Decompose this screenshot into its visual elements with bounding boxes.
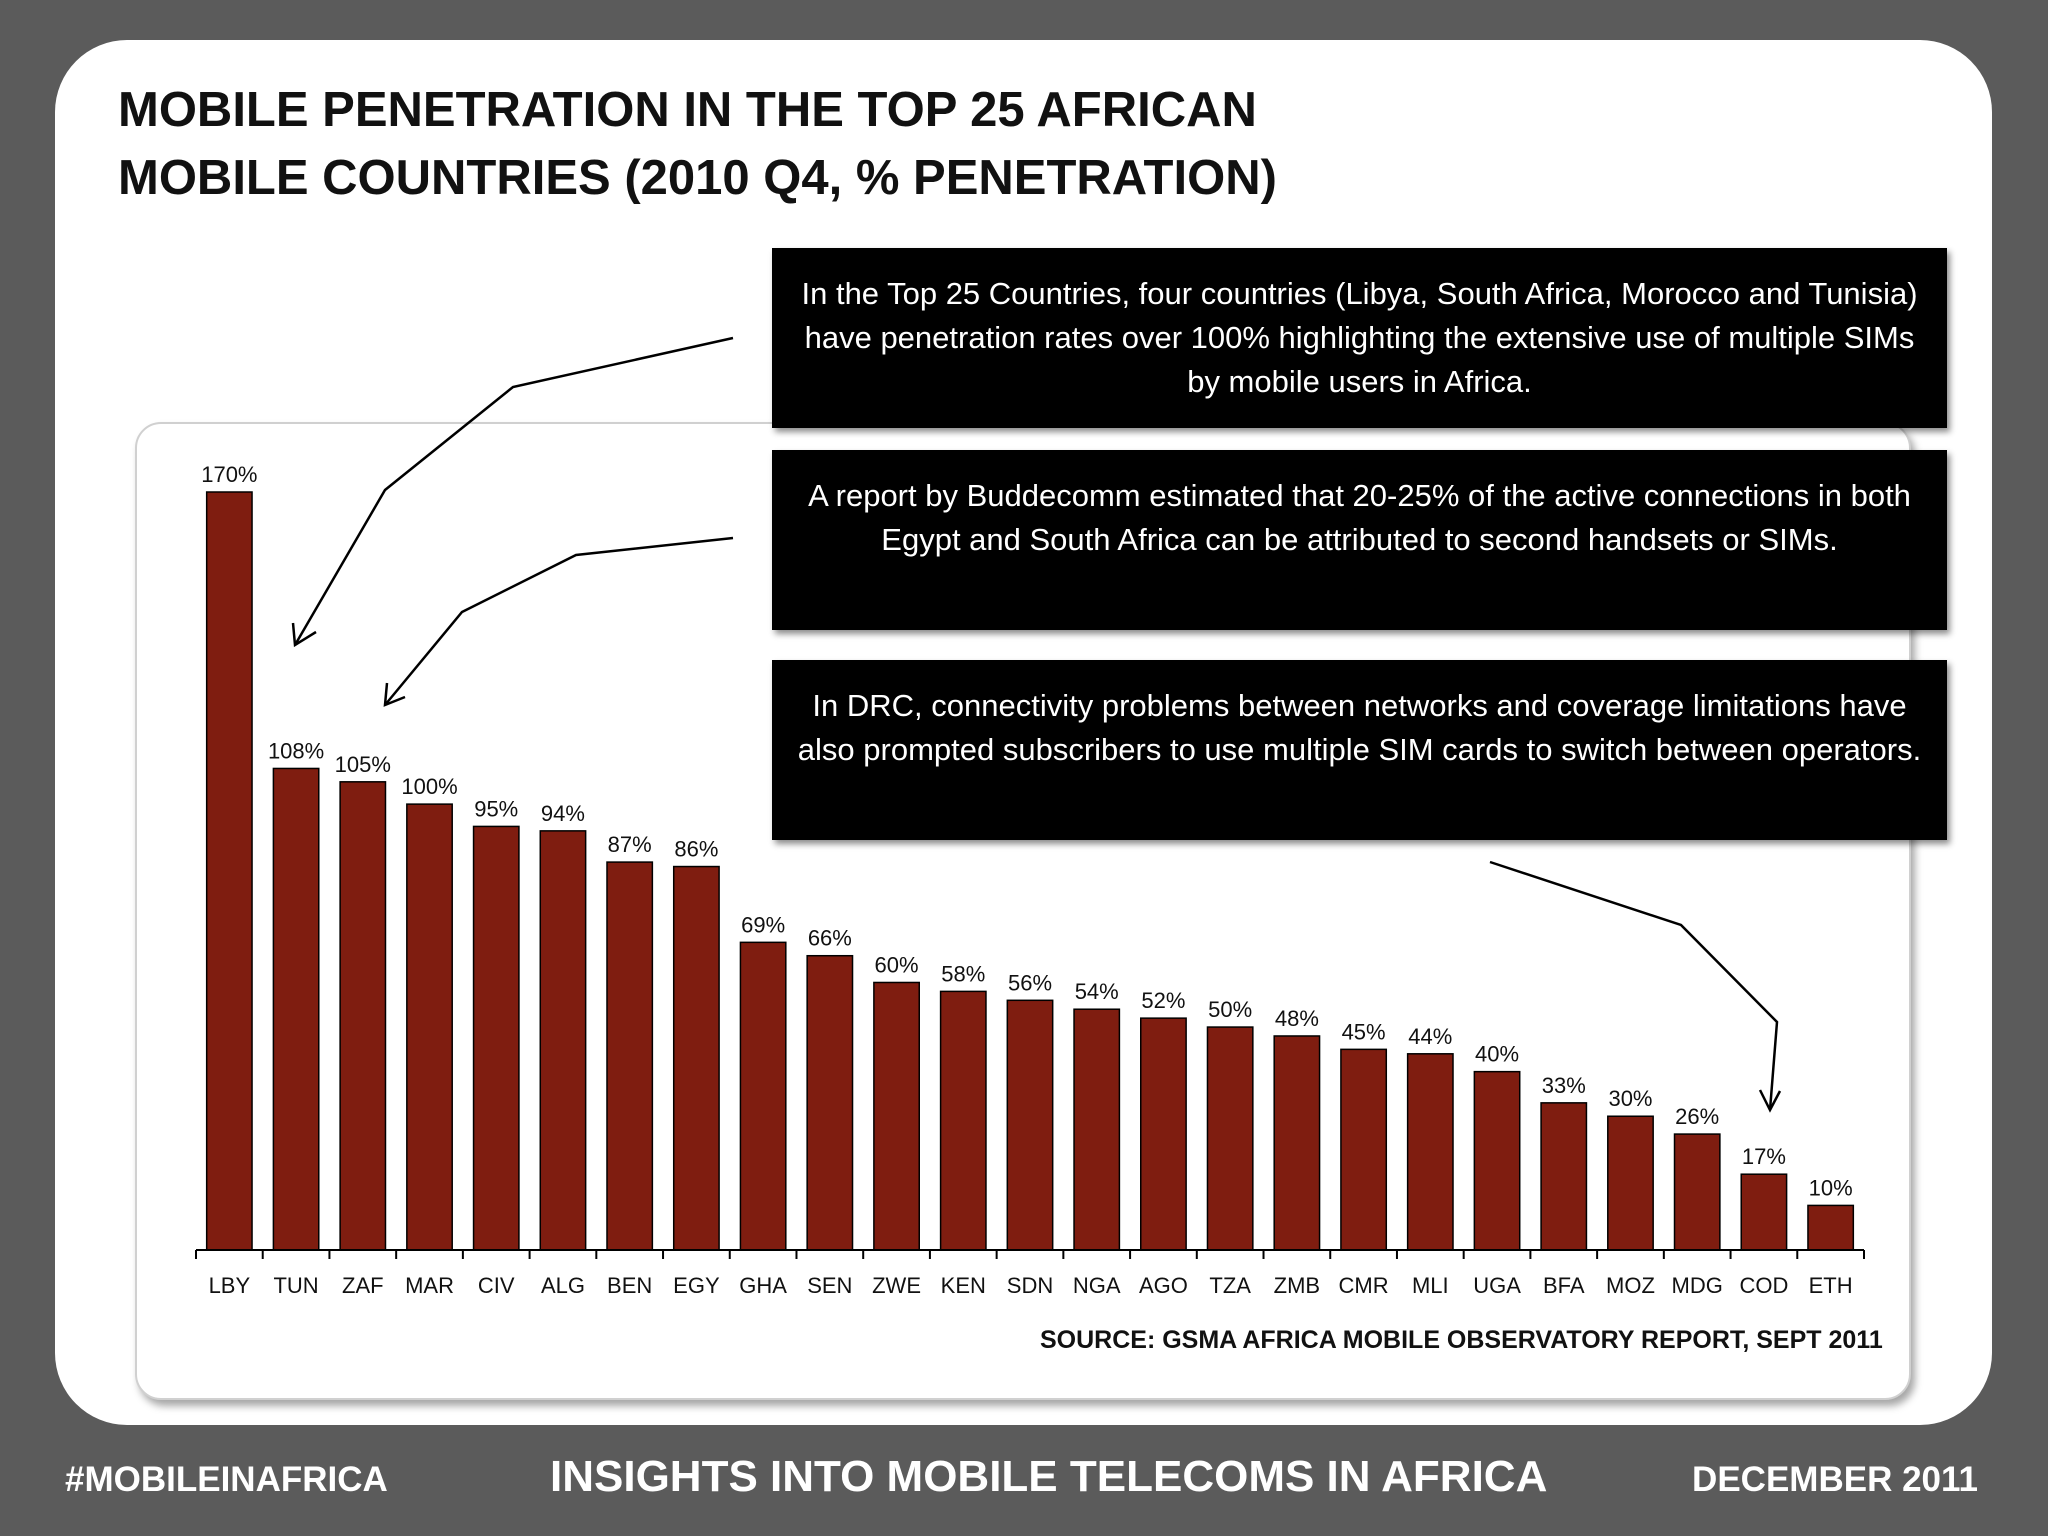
x-tick-label: ALG: [541, 1273, 585, 1298]
data-label: 40%: [1475, 1042, 1519, 1067]
x-tick-label: ETH: [1809, 1273, 1853, 1298]
bar-tun: [272, 767, 320, 1251]
x-tick-label: LBY: [209, 1273, 251, 1298]
bar-uga: [1473, 1070, 1521, 1251]
x-axis: LBY TUN ZAF MAR CIV ALG BEN EGY GHA SEN ZWE KEN SDN N…: [195, 1249, 1865, 1298]
footer-hashtag: #MOBILEINAFRICA: [65, 1460, 388, 1499]
callout-text-2: A report by Buddecomm estimated that 20-…: [808, 478, 1911, 557]
x-tick-label: TZA: [1209, 1273, 1251, 1298]
data-label: 66%: [808, 926, 852, 951]
arrow-line-1: [293, 336, 734, 646]
x-tick-label: BFA: [1543, 1273, 1585, 1298]
data-label: 100%: [401, 774, 457, 799]
x-tick-label: MOZ: [1606, 1273, 1655, 1298]
callout-box-3: In DRC, connectivity problems between ne…: [772, 660, 1947, 840]
source-note: SOURCE: GSMA AFRICA MOBILE OBSERVATORY R…: [1040, 1326, 1883, 1354]
x-tick-label: BEN: [607, 1273, 652, 1298]
footer-date: DECEMBER 2011: [1692, 1460, 1978, 1499]
x-tick-label: AGO: [1139, 1273, 1188, 1298]
data-label: 56%: [1008, 970, 1052, 995]
bar-nga: [1073, 1008, 1121, 1251]
bar-zwe: [873, 981, 920, 1251]
bar-mar: [406, 803, 453, 1251]
data-label: 33%: [1542, 1073, 1586, 1098]
bar-gha: [739, 941, 787, 1251]
data-label: 87%: [608, 832, 652, 857]
data-label: 170%: [201, 462, 257, 487]
bar-ken: [939, 990, 987, 1251]
bar-zmb: [1273, 1035, 1321, 1251]
x-tick-label: ZWE: [872, 1273, 921, 1298]
bar-sen: [806, 954, 854, 1251]
data-label: 44%: [1408, 1024, 1452, 1049]
data-label: 95%: [474, 796, 518, 821]
x-tick-label: UGA: [1473, 1273, 1521, 1298]
x-tick-label: SDN: [1007, 1273, 1053, 1298]
x-tick-label: MLI: [1412, 1273, 1449, 1298]
data-label: 26%: [1675, 1104, 1719, 1129]
bar-civ: [472, 825, 520, 1251]
x-tick-label: COD: [1739, 1273, 1788, 1298]
bar-alg: [539, 830, 587, 1251]
title-line-2: MOBILE COUNTRIES (2010 Q4, % PENETRATION…: [118, 151, 1277, 205]
x-tick-label: EGY: [673, 1273, 720, 1298]
bar-zaf: [339, 781, 387, 1251]
data-label: 10%: [1809, 1175, 1853, 1200]
x-tick-label: NGA: [1073, 1273, 1121, 1298]
callout-text-1: In the Top 25 Countries, four countries …: [801, 276, 1918, 399]
x-tick-label: TUN: [273, 1273, 318, 1298]
arrow-line-3: [1489, 860, 1779, 1111]
callout-text-3: In DRC, connectivity problems between ne…: [797, 688, 1922, 767]
data-label: 48%: [1275, 1006, 1319, 1031]
arrow-head-2: [383, 682, 406, 707]
arrow-line-2: [384, 536, 734, 706]
bar-moz: [1607, 1115, 1654, 1251]
data-label: 50%: [1208, 997, 1252, 1022]
callout-box-2: A report by Buddecomm estimated that 20-…: [772, 450, 1947, 630]
data-label: 30%: [1608, 1086, 1652, 1111]
data-label: 45%: [1342, 1019, 1386, 1044]
x-tick-label: CMR: [1339, 1273, 1389, 1298]
x-tick-label: ZAF: [342, 1273, 384, 1298]
data-label: 58%: [941, 961, 985, 986]
x-tick-label: SEN: [807, 1273, 852, 1298]
data-label: 52%: [1141, 988, 1185, 1013]
bar-lby: [205, 491, 253, 1251]
data-label: 17%: [1742, 1144, 1786, 1169]
x-tick-label: GHA: [739, 1273, 787, 1298]
arrow-head-3: [1758, 1089, 1782, 1113]
bar-eth: [1807, 1204, 1855, 1251]
bar-ben: [606, 861, 654, 1251]
data-label: 86%: [674, 837, 718, 862]
bar-tza: [1206, 1026, 1254, 1251]
data-label: 94%: [541, 801, 585, 826]
data-label: 60%: [875, 952, 919, 977]
bar-cod: [1740, 1173, 1788, 1251]
x-tick-label: ZMB: [1274, 1273, 1320, 1298]
data-label: 105%: [335, 752, 391, 777]
bar-ago: [1140, 1017, 1187, 1251]
callout-arrows: [291, 336, 1782, 1113]
bar-bfa: [1540, 1102, 1588, 1251]
bar-cmr: [1340, 1048, 1388, 1251]
x-tick-label: CIV: [478, 1273, 515, 1298]
bar-sdn: [1006, 999, 1054, 1251]
x-tick-label: KEN: [941, 1273, 986, 1298]
title-line-1: MOBILE PENETRATION IN THE TOP 25 AFRICAN: [118, 83, 1257, 137]
bar-mdg: [1673, 1133, 1721, 1251]
bar-mli: [1406, 1053, 1454, 1251]
page-title: MOBILE PENETRATION IN THE TOP 25 AFRICAN…: [118, 76, 1418, 212]
x-tick-label: MDG: [1672, 1273, 1723, 1298]
data-label: 69%: [741, 912, 785, 937]
bars-layer: 170% 108% 105% 100% 95% 94% 87% 86% 69% 66% 60% 58%…: [201, 462, 1855, 1251]
data-label: 108%: [268, 738, 324, 763]
bar-egy: [672, 865, 720, 1251]
data-label: 54%: [1075, 979, 1119, 1004]
x-tick-label: MAR: [405, 1273, 454, 1298]
footer-title: INSIGHTS INTO MOBILE TELECOMS IN AFRICA: [550, 1452, 1548, 1501]
arrow-head-1: [291, 622, 317, 648]
callout-box-1: In the Top 25 Countries, four countries …: [772, 248, 1947, 428]
